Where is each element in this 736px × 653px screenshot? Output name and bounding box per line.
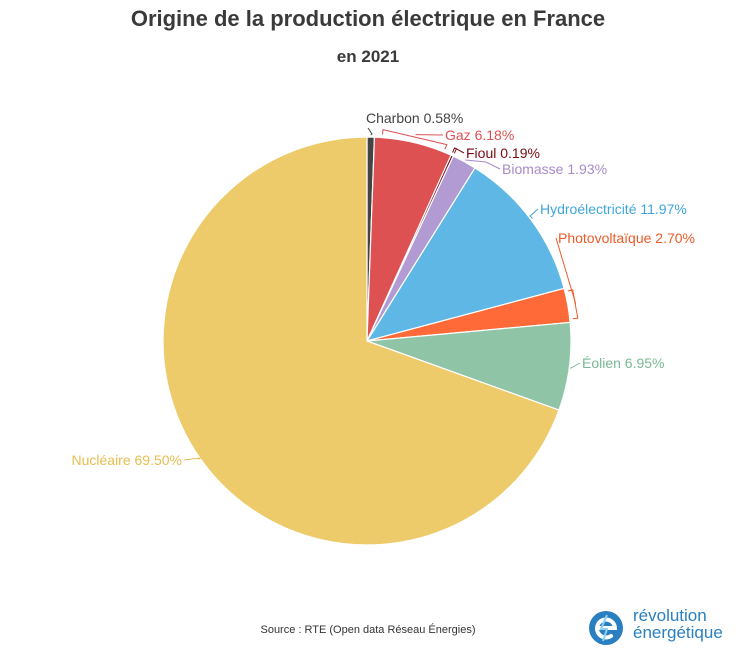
data-label-charbon: Charbon 0.58%	[366, 110, 463, 126]
leader-line-charbon	[367, 127, 373, 136]
chart-subtitle: en 2021	[336, 47, 400, 66]
data-label-hydroelectricite: Hydroélectricité 11.97%	[540, 201, 687, 217]
data-label-biomasse: Biomasse 1.93%	[502, 161, 607, 177]
brand-line-2: énergétique	[633, 623, 723, 642]
data-label-gaz: Gaz 6.18%	[445, 127, 514, 143]
data-label-photovoltaique: Photovoltaïque 2.70%	[558, 230, 695, 246]
brand-logo: révolution énergétique	[587, 607, 729, 647]
lightning-e-icon	[589, 611, 623, 645]
brand-name: révolution énergétique	[633, 607, 723, 641]
data-label-fioul: Fioul 0.19%	[466, 145, 540, 161]
brand-line-1: révolution	[633, 606, 707, 625]
leader-line-fioul	[455, 147, 465, 154]
data-label-eolien: Éolien 6.95%	[582, 355, 665, 371]
data-label-nucleaire: Nucléaire 69.50%	[71, 452, 182, 468]
leader-line-eolien	[570, 362, 581, 370]
label-bracket-gaz	[382, 128, 448, 150]
chart-title: Origine de la production électrique en F…	[130, 6, 606, 31]
leader-line-hydroelectricite	[529, 208, 539, 219]
pie-slice-hydroelectricite	[365, 167, 565, 342]
source-note: Source : RTE (Open data Réseau Énergies)	[260, 624, 476, 636]
leader-line-photovoltaique	[555, 237, 577, 305]
leader-line-nucleaire	[183, 457, 202, 461]
leader-line-biomasse	[465, 159, 501, 170]
